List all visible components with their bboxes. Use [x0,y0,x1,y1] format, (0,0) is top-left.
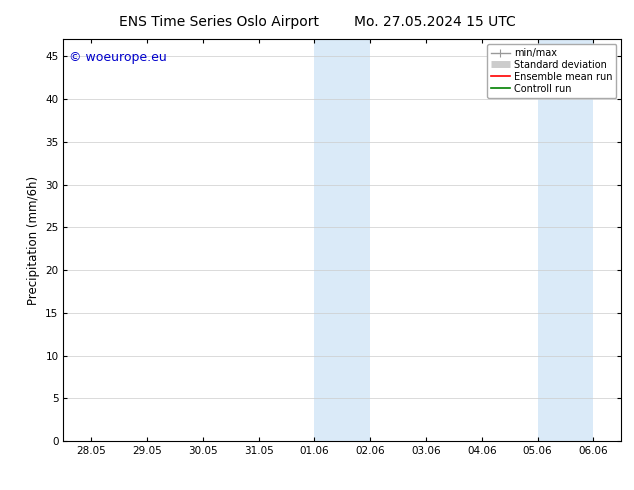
Bar [538,39,566,441]
Legend: min/max, Standard deviation, Ensemble mean run, Controll run: min/max, Standard deviation, Ensemble me… [487,44,616,98]
Bar [314,39,342,441]
Bar [566,39,593,441]
Y-axis label: Precipitation (mm/6h): Precipitation (mm/6h) [27,175,40,305]
Text: © woeurope.eu: © woeurope.eu [69,51,167,64]
Text: ENS Time Series Oslo Airport        Mo. 27.05.2024 15 UTC: ENS Time Series Oslo Airport Mo. 27.05.2… [119,15,515,29]
Bar [342,39,370,441]
